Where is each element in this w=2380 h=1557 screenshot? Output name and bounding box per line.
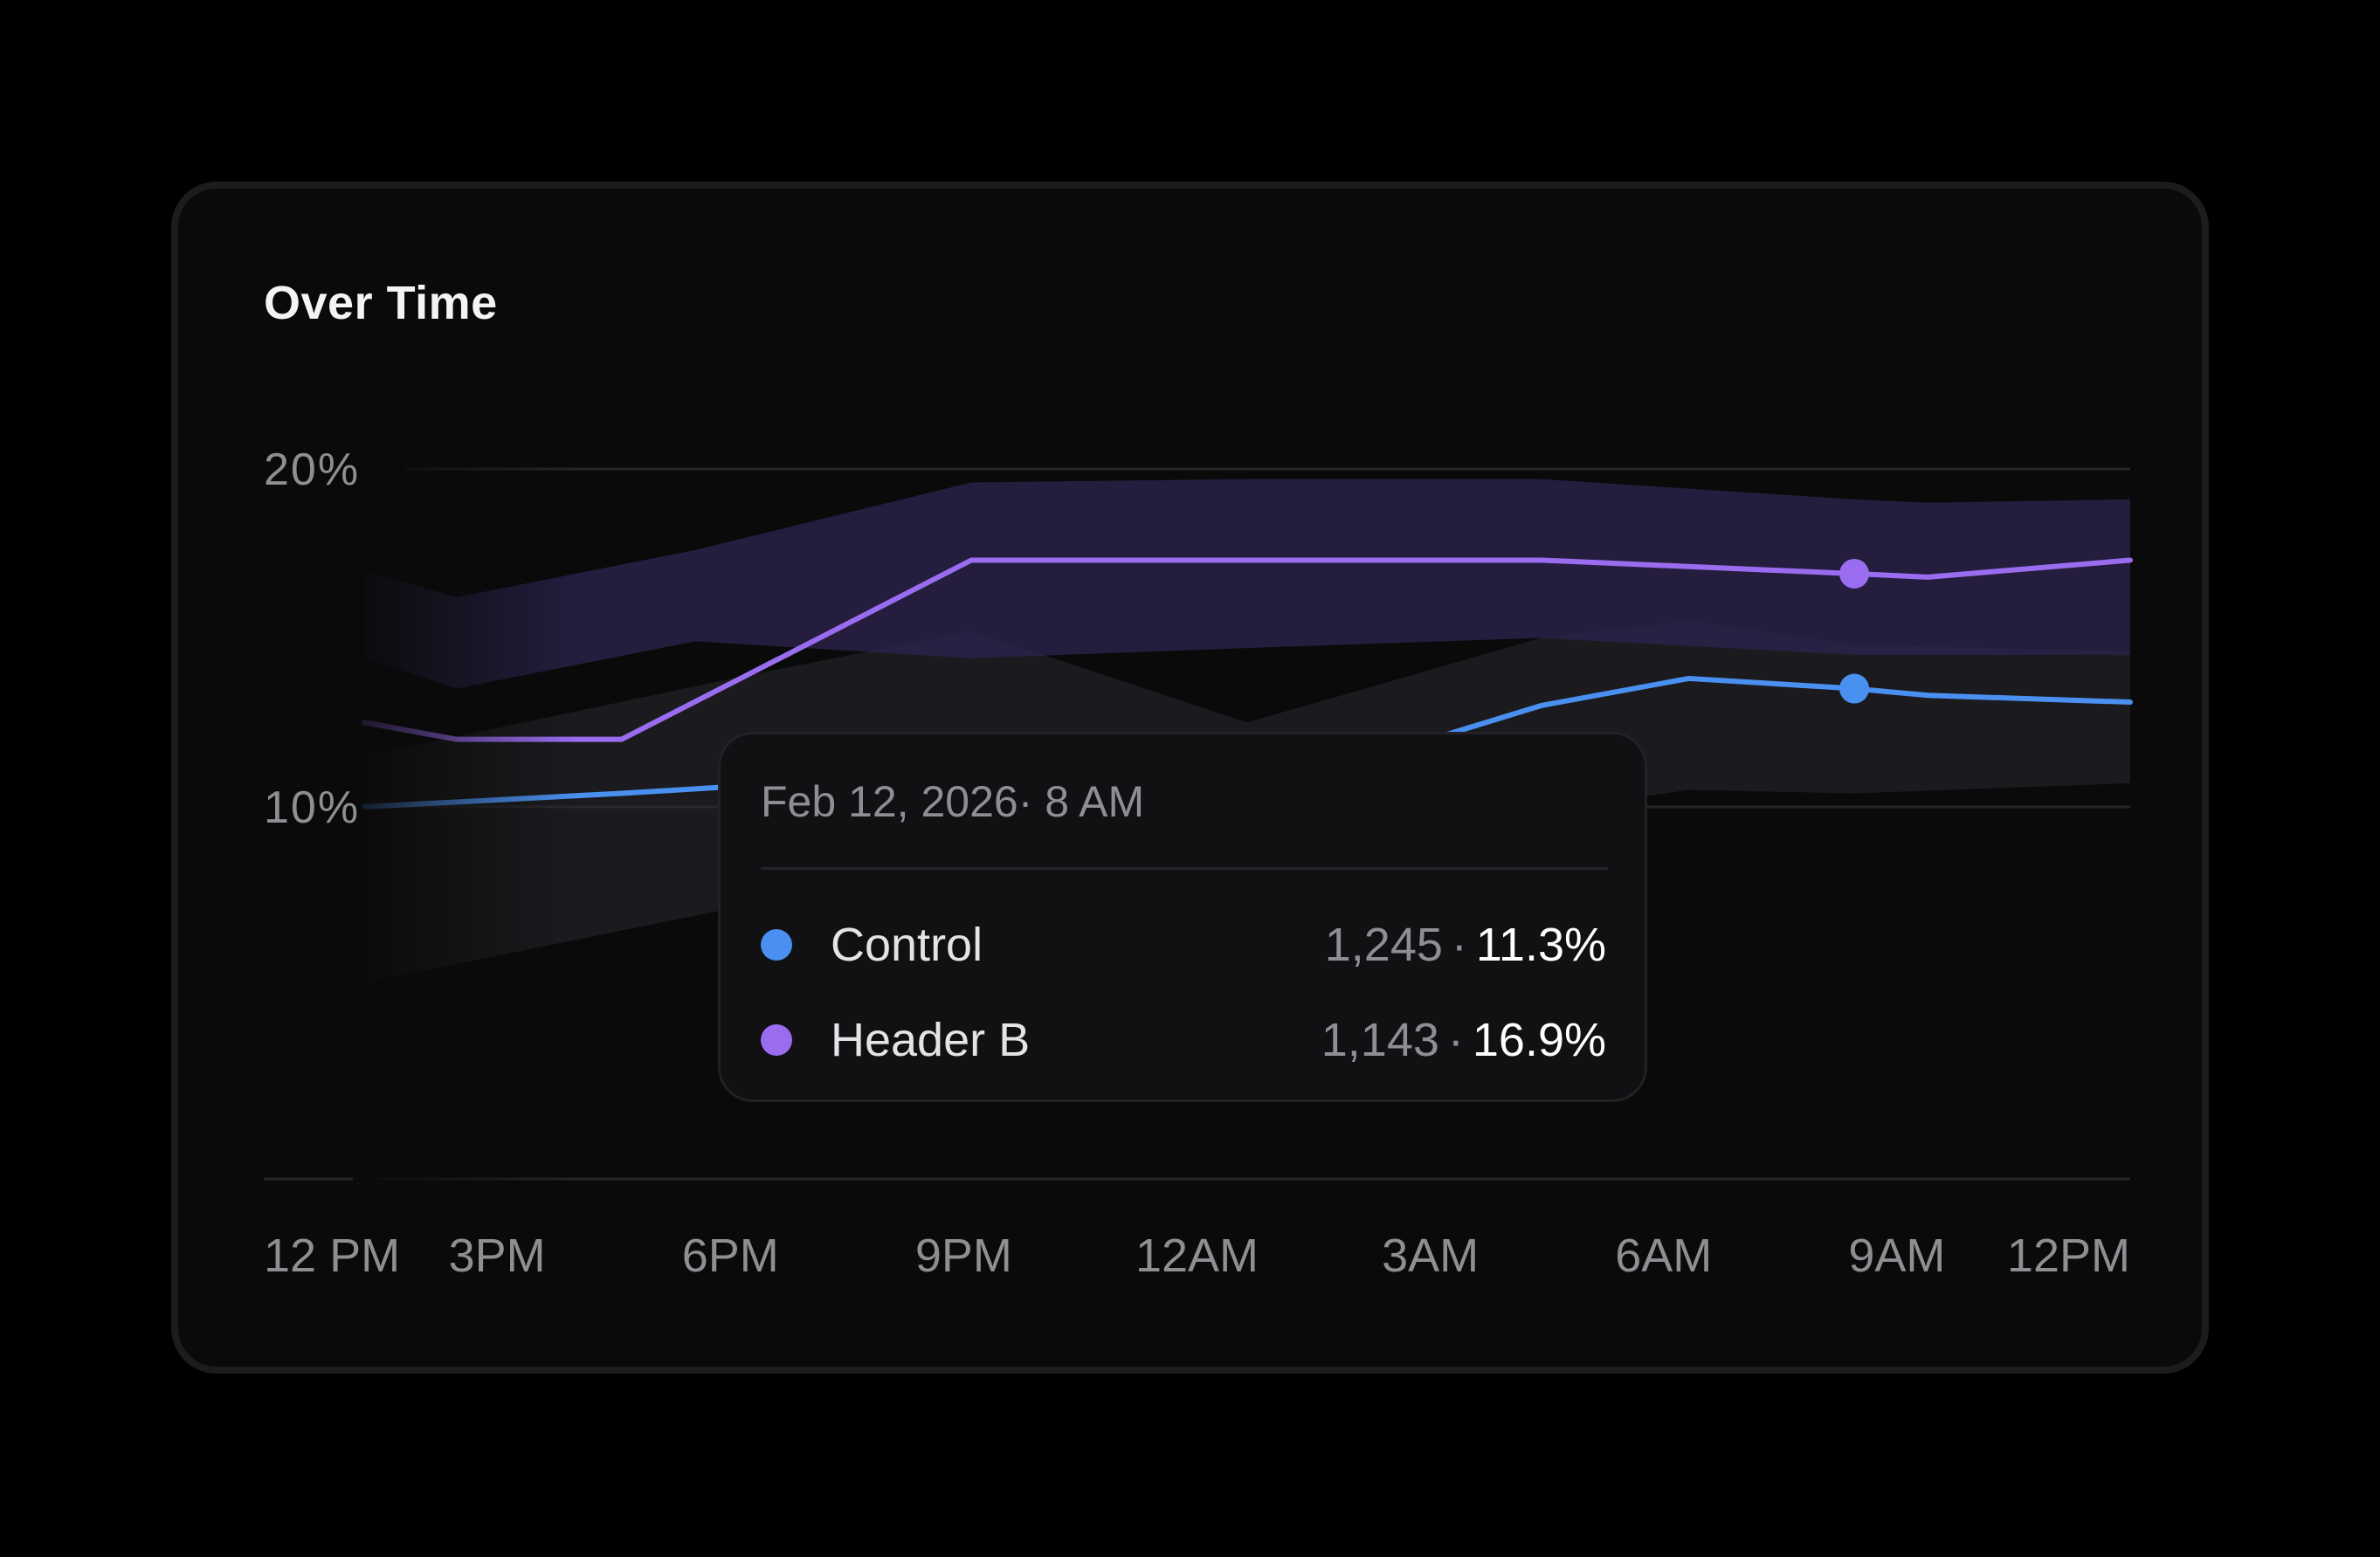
tooltip-divider xyxy=(761,867,1608,870)
y-tick-label: 10% xyxy=(264,782,360,833)
x-tick-label: 3AM xyxy=(1382,1230,1479,1282)
y-axis-labels: 10% 20% xyxy=(264,444,360,833)
tooltip-date-value: Feb 12, 2026 xyxy=(761,777,1018,826)
tooltip-percent: 16.9% xyxy=(1472,1014,1606,1066)
x-tick-label: 12AM xyxy=(1135,1230,1259,1282)
data-point-control xyxy=(1839,673,1870,704)
series-line-control xyxy=(362,675,2133,810)
x-tick-label: 9PM xyxy=(915,1230,1012,1282)
tooltip-date-separator: · xyxy=(1018,777,1045,826)
tooltip-values: 1,245 · 11.3% xyxy=(1325,918,1606,972)
tooltip-count: 1,143 xyxy=(1321,1014,1439,1066)
tooltip-row-control: Control 1,245 · 11.3% xyxy=(761,914,1606,975)
x-tick-label: 9AM xyxy=(1848,1230,1945,1282)
tooltip-time-value: 8 AM xyxy=(1045,777,1145,826)
tooltip-series-name: Header B xyxy=(831,1014,1031,1066)
chart-tooltip: Feb 12, 2026· 8 AM Control 1,245 · 11.3%… xyxy=(718,732,1647,1102)
x-tick-label: 6AM xyxy=(1615,1230,1712,1282)
tooltip-row-header-b: Header B 1,143 · 16.9% xyxy=(761,1009,1606,1071)
tooltip-separator: · xyxy=(1447,1014,1464,1066)
tooltip-separator: · xyxy=(1451,919,1467,971)
tooltip-count: 1,245 xyxy=(1324,919,1443,971)
x-tick-label: 12 PM xyxy=(264,1230,400,1282)
chart-title: Over Time xyxy=(264,277,498,329)
control-legend-dot-icon xyxy=(761,929,792,961)
x-axis-labels: 12 PM 3PM 6PM 9PM 12AM 3AM 6AM 9AM 12PM xyxy=(264,1230,2130,1282)
data-point-header-b xyxy=(1839,558,1870,589)
x-tick-label: 12PM xyxy=(2007,1230,2130,1282)
header-b-legend-dot-icon xyxy=(761,1024,792,1056)
tooltip-values: 1,143 · 16.9% xyxy=(1321,1013,1606,1067)
y-tick-label: 20% xyxy=(264,444,360,495)
x-tick-label: 3PM xyxy=(449,1230,546,1282)
series-line-header-b xyxy=(362,557,2133,742)
tooltip-percent: 11.3% xyxy=(1475,919,1606,971)
x-tick-label: 6PM xyxy=(682,1230,779,1282)
tooltip-date: Feb 12, 2026· 8 AM xyxy=(761,776,1144,827)
line-layer xyxy=(362,557,2133,810)
over-time-card: Over Time 10% 20% 12 PM 3PM 6PM 9P xyxy=(171,182,2209,1374)
tooltip-series-name: Control xyxy=(831,919,983,971)
marker-layer xyxy=(1839,558,1870,704)
